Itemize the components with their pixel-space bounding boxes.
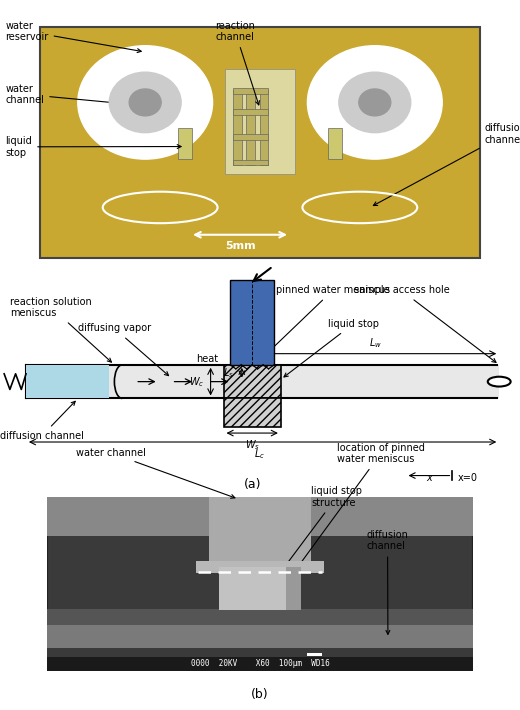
- Circle shape: [129, 89, 161, 116]
- Text: diffusion channel: diffusion channel: [0, 401, 84, 441]
- Circle shape: [359, 89, 391, 116]
- Text: diffusion
channel: diffusion channel: [373, 124, 520, 205]
- Text: 0000  20KV    X60  100μm  WD16: 0000 20KV X60 100μm WD16: [191, 660, 329, 669]
- Text: $W_c$: $W_c$: [189, 375, 204, 388]
- Bar: [224, 365, 281, 398]
- Text: $L_c$: $L_c$: [254, 447, 266, 461]
- Circle shape: [109, 72, 181, 133]
- Bar: [224, 398, 281, 427]
- Bar: [232, 160, 268, 165]
- Text: liquid
stop: liquid stop: [5, 136, 181, 158]
- Bar: [196, 561, 324, 573]
- Bar: [232, 109, 268, 115]
- Text: (a): (a): [243, 479, 261, 491]
- Text: water
channel: water channel: [5, 84, 174, 110]
- Bar: [232, 88, 268, 94]
- Bar: [41, 27, 479, 258]
- Bar: [225, 69, 295, 174]
- Text: $L_w$: $L_w$: [369, 336, 382, 349]
- Bar: [47, 626, 473, 649]
- Bar: [246, 90, 255, 165]
- Bar: [259, 90, 268, 165]
- Bar: [232, 134, 268, 141]
- Bar: [307, 653, 322, 656]
- Text: diffusing vapor: diffusing vapor: [78, 324, 168, 376]
- Bar: [219, 567, 301, 610]
- Bar: [178, 128, 192, 159]
- Bar: [285, 567, 301, 610]
- Circle shape: [307, 45, 442, 159]
- Text: liquid stop
structure: liquid stop structure: [271, 486, 362, 585]
- Bar: [47, 497, 473, 536]
- Bar: [232, 90, 241, 165]
- Text: x=0: x=0: [458, 473, 477, 483]
- Text: water channel: water channel: [76, 448, 235, 498]
- Circle shape: [339, 72, 411, 133]
- Text: reaction
channel: reaction channel: [215, 21, 259, 105]
- Text: heat: heat: [196, 354, 218, 364]
- Text: $L_s$: $L_s$: [223, 366, 234, 380]
- Text: (b): (b): [251, 689, 269, 701]
- Circle shape: [488, 377, 511, 386]
- Bar: [47, 657, 473, 671]
- Text: sample access hole: sample access hole: [354, 285, 496, 362]
- Text: location of pinned
water meniscus: location of pinned water meniscus: [296, 443, 425, 569]
- Bar: [47, 648, 473, 657]
- Text: liquid stop: liquid stop: [284, 319, 379, 377]
- Circle shape: [78, 45, 213, 159]
- Bar: [328, 128, 342, 159]
- Text: $W_s$: $W_s$: [245, 438, 259, 452]
- Text: x: x: [426, 473, 432, 483]
- Text: diffusion
channel: diffusion channel: [367, 530, 409, 634]
- Text: pinned water meniscus: pinned water meniscus: [261, 285, 389, 360]
- Text: water
reservoir: water reservoir: [5, 21, 141, 53]
- Text: 5mm: 5mm: [225, 241, 255, 251]
- Bar: [26, 365, 109, 398]
- Bar: [230, 280, 274, 365]
- Text: reaction solution
meniscus: reaction solution meniscus: [10, 297, 111, 362]
- Bar: [26, 365, 499, 398]
- Bar: [209, 493, 311, 567]
- Bar: [47, 609, 473, 628]
